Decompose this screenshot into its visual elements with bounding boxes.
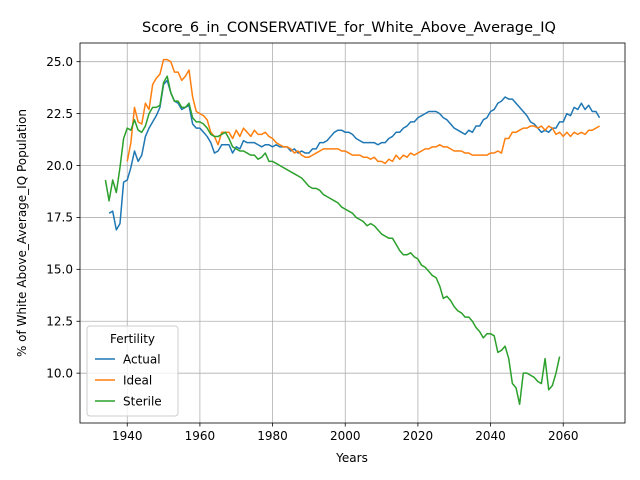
- x-tick-label: 2060: [548, 429, 579, 443]
- plot-frame: [79, 42, 626, 424]
- x-axis-label: Years: [335, 451, 368, 465]
- chart-title: Score_6_in_CONSERVATIVE_for_White_Above_…: [142, 20, 556, 36]
- series-line-actual: [108, 79, 601, 231]
- series-layer: [104, 58, 601, 406]
- legend: Fertility Actual Ideal Sterile: [86, 325, 179, 417]
- y-tick-label: 20.0: [46, 159, 73, 173]
- x-axis: 1940 1960 1980 2000 2020 2040 2060: [112, 423, 579, 443]
- legend-entry-actual: Actual: [123, 352, 161, 366]
- y-tick-label: 17.5: [46, 211, 73, 225]
- y-axis-label: % of White Above_Average_IQ Population: [15, 109, 29, 357]
- series-line-sterile: [104, 75, 561, 406]
- y-tick-label: 10.0: [46, 366, 73, 380]
- legend-entry-ideal: Ideal: [123, 373, 152, 387]
- y-tick-label: 15.0: [46, 263, 73, 277]
- x-tick-label: 2020: [403, 429, 434, 443]
- legend-title: Fertility: [110, 332, 155, 346]
- legend-entry-sterile: Sterile: [123, 394, 162, 408]
- series-line-ideal: [126, 58, 600, 165]
- y-axis: 10.0 12.5 15.0 17.5 20.0 22.5 25.0: [46, 55, 80, 380]
- x-tick-label: 1980: [257, 429, 288, 443]
- x-tick-label: 2000: [330, 429, 361, 443]
- y-tick-label: 12.5: [46, 315, 73, 329]
- x-tick-label: 1940: [112, 429, 143, 443]
- y-tick-label: 25.0: [46, 55, 73, 69]
- x-tick-label: 2040: [475, 429, 506, 443]
- y-tick-label: 22.5: [46, 107, 73, 121]
- legend-box: [86, 325, 179, 417]
- x-tick-label: 1960: [185, 429, 216, 443]
